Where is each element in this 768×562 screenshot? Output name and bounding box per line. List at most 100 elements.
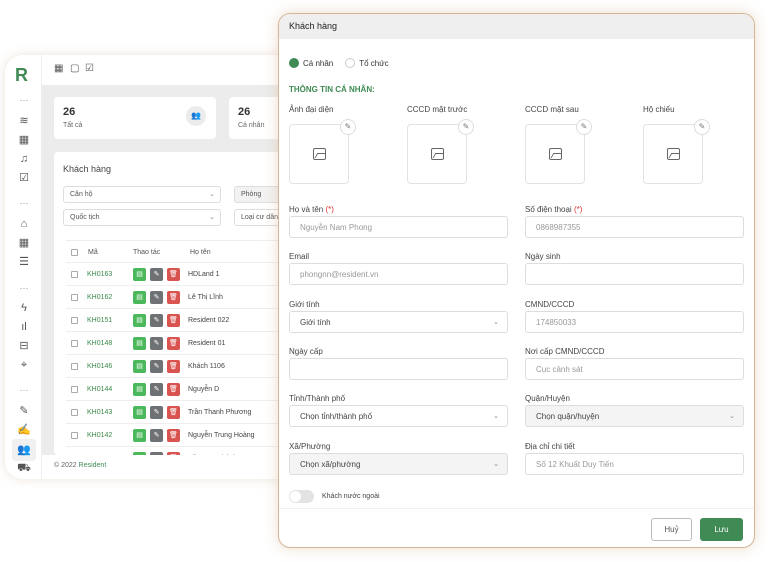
field-input[interactable]: Số 12 Khuất Duy Tiến: [525, 452, 744, 475]
field-input[interactable]: phongnn@resident.vn: [289, 263, 508, 286]
pencil-icon[interactable]: ✎: [576, 119, 592, 135]
grid-icon[interactable]: ▦: [18, 237, 30, 249]
cancel-button[interactable]: Huỷ: [651, 518, 692, 541]
radio-individual[interactable]: Cá nhân Tổ chức: [289, 58, 389, 68]
row-checkbox[interactable]: [71, 386, 78, 393]
customer-name: HDLand 1: [188, 271, 220, 278]
row-checkbox[interactable]: [71, 363, 78, 370]
view-button[interactable]: ▤: [133, 429, 146, 442]
field-input[interactable]: 0868987355: [525, 216, 744, 238]
home-icon[interactable]: ⌂: [20, 218, 28, 230]
field-label: CMND/CCCD: [525, 299, 575, 309]
edit-button[interactable]: ✎: [150, 314, 163, 327]
pencil-icon[interactable]: ✎: [694, 119, 710, 135]
edit-button[interactable]: ✎: [150, 383, 163, 396]
field-input[interactable]: Nguyễn Nam Phong: [289, 216, 508, 238]
feather-icon[interactable]: ✎: [19, 405, 29, 417]
row-checkbox[interactable]: [71, 409, 78, 416]
customer-code-link[interactable]: KH0162: [87, 294, 113, 301]
chart-icon[interactable]: ıl: [21, 321, 27, 333]
row-checkbox[interactable]: [71, 340, 78, 347]
checkbox-icon[interactable]: ☑: [19, 172, 29, 184]
delete-button[interactable]: 🗑: [167, 268, 180, 281]
field-input[interactable]: [525, 263, 744, 286]
select-all-checkbox[interactable]: [71, 249, 78, 256]
delete-button[interactable]: 🗑: [167, 429, 180, 442]
grid-icon[interactable]: ▦: [54, 63, 64, 74]
customer-code-link[interactable]: KH0143: [87, 409, 113, 416]
customer-code-link[interactable]: KH0163: [87, 271, 113, 278]
ticket-icon[interactable]: ⊟: [19, 340, 29, 352]
brand-link[interactable]: Resident: [78, 462, 107, 469]
chevron-down-icon: ⌄: [729, 413, 735, 421]
bolt-icon[interactable]: ϟ: [21, 302, 27, 314]
grid-icon[interactable]: ▦: [18, 134, 30, 146]
delete-button[interactable]: 🗑: [167, 383, 180, 396]
field-select[interactable]: Chọn tỉnh/thành phố ⌄: [289, 405, 508, 428]
view-button[interactable]: ▤: [133, 383, 146, 396]
field-select[interactable]: Chọn xã/phường ⌄: [289, 452, 508, 475]
view-button[interactable]: ▤: [133, 406, 146, 419]
pencil-icon[interactable]: ✎: [458, 119, 474, 135]
field-select[interactable]: Chọn quận/huyện ⌄: [525, 405, 744, 428]
field-input[interactable]: [289, 357, 508, 380]
users-icon[interactable]: 👥: [12, 439, 36, 461]
image-upload[interactable]: ✎: [525, 119, 592, 184]
row-checkbox[interactable]: [71, 317, 78, 324]
filter-label: Phòng: [241, 191, 262, 198]
row-checkbox[interactable]: [71, 432, 78, 439]
view-button[interactable]: ▤: [133, 291, 146, 304]
save-button[interactable]: Lưu: [700, 518, 743, 541]
field-input[interactable]: Cục cảnh sát: [525, 357, 744, 380]
delete-button[interactable]: 🗑: [167, 406, 180, 419]
customer-code-link[interactable]: KH0151: [87, 317, 113, 324]
edit-button[interactable]: ✎: [150, 337, 163, 350]
nationality-filter[interactable]: Quốc tịch ⌄: [63, 209, 221, 226]
delete-button[interactable]: 🗑: [167, 337, 180, 350]
image-upload[interactable]: ✎: [289, 119, 356, 184]
footer: © 2022 Resident: [42, 455, 305, 479]
edit-button[interactable]: ✎: [150, 429, 163, 442]
bell-icon[interactable]: ♫: [19, 153, 29, 165]
chat-icon[interactable]: ▢: [70, 63, 80, 74]
image-upload[interactable]: ✎: [643, 119, 710, 184]
customer-code-link[interactable]: KH0148: [87, 340, 113, 347]
row-checkbox[interactable]: [71, 271, 78, 278]
stat-value: 26: [63, 106, 76, 118]
edit-button[interactable]: ✎: [150, 360, 163, 373]
delete-button[interactable]: 🗑: [167, 314, 180, 327]
view-button[interactable]: ▤: [133, 314, 146, 327]
tag-icon[interactable]: ⌖: [20, 359, 28, 371]
customer-code-link[interactable]: KH0142: [87, 432, 113, 439]
truck-icon[interactable]: ⛟: [17, 462, 31, 474]
customer-code-link[interactable]: KH0144: [87, 386, 113, 393]
server-icon[interactable]: ☰: [19, 256, 29, 268]
radio-organization[interactable]: [345, 58, 356, 68]
delete-button[interactable]: 🗑: [167, 360, 180, 373]
filter-label: Quốc tịch: [70, 214, 100, 221]
layers-icon[interactable]: ≋: [19, 115, 29, 127]
image-upload[interactable]: ✎: [407, 119, 474, 184]
field-input[interactable]: 174850033: [525, 310, 744, 333]
table-row: KH0143 ▤ ✎ 🗑 Trần Thanh Phương: [66, 400, 305, 423]
field-label: Xã/Phường: [289, 441, 331, 451]
apartment-filter[interactable]: Căn hộ ⌄: [63, 186, 221, 203]
pencil-icon[interactable]: ✎: [340, 119, 356, 135]
view-button[interactable]: ▤: [133, 268, 146, 281]
field-select[interactable]: Giới tính ⌄: [289, 310, 508, 333]
row-checkbox[interactable]: [71, 294, 78, 301]
edit-button[interactable]: ✎: [150, 406, 163, 419]
edit-icon[interactable]: ✍: [17, 424, 31, 436]
delete-button[interactable]: 🗑: [167, 291, 180, 304]
view-button[interactable]: ▤: [133, 337, 146, 350]
checkbox-icon[interactable]: ☑: [85, 63, 94, 74]
edit-button[interactable]: ✎: [150, 291, 163, 304]
foreigner-toggle[interactable]: Khách nước ngoài: [289, 490, 380, 503]
column-code[interactable]: Mã: [88, 249, 98, 256]
separator: ···: [19, 283, 29, 293]
edit-button[interactable]: ✎: [150, 268, 163, 281]
toggle-switch[interactable]: [289, 490, 314, 503]
field-placeholder: Cục cảnh sát: [536, 364, 583, 374]
customer-code-link[interactable]: KH0146: [87, 363, 113, 370]
view-button[interactable]: ▤: [133, 360, 146, 373]
